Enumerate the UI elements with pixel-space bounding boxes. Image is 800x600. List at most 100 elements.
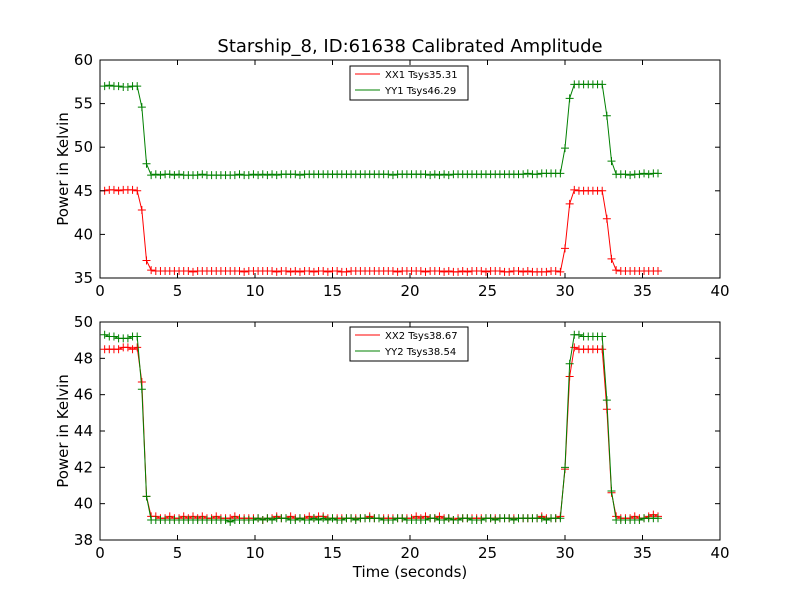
top-data-point-xx1 [305,267,314,276]
bottom-x-tick-label: 20 [400,544,419,562]
top-data-point-xx1 [235,267,244,276]
bottom-data-point-yy2 [268,516,277,525]
top-data-point-yy1 [426,171,435,180]
bottom-data-point-yy2 [477,516,486,525]
top-data-point-yy1 [272,171,281,180]
top-data-point-xx1 [189,267,197,276]
top-data-point-yy1 [291,170,300,179]
top-data-point-xx1 [505,267,514,276]
bottom-data-point-xx2 [133,343,142,352]
top-y-tick-label: 55 [74,95,93,113]
top-legend: XX1 Tsys35.31 YY1 Tsys46.29 [349,65,469,101]
bottom-data-point-yy2 [598,332,607,341]
top-plot-ticks: 0 5 10 15 20 25 30 35 40 35 40 45 50 55 60 [74,51,730,300]
bottom-data-point-yy2 [337,516,346,525]
bottom-data-point-yy2 [654,514,662,523]
bottom-data-point-yy2 [491,516,500,525]
top-data-point-yy1 [640,169,649,178]
top-data-point-xx1 [607,254,616,263]
top-x-tick-label: 25 [478,282,497,300]
top-data-point-xx1 [137,205,146,214]
bottom-data-point-yy2 [454,516,463,525]
top-data-point-xx1 [463,267,472,276]
bottom-y-tick-label: 38 [74,531,93,549]
bottom-data-point-xx2 [128,345,137,354]
bottom-data-point-yy2 [323,516,332,525]
top-data-point-yy1 [254,171,263,180]
top-data-point-xx1 [282,267,290,276]
top-x-tick-label: 35 [633,282,652,300]
bottom-data-point-yy2 [574,330,583,339]
top-data-point-yy1 [175,170,184,179]
bottom-data-point-yy2 [444,514,453,523]
bottom-data-point-yy2 [486,514,495,523]
bottom-data-point-yy2 [602,396,611,405]
bottom-x-tick-label: 10 [245,544,264,562]
top-x-tick-label: 10 [245,282,264,300]
top-data-point-yy1 [440,170,449,179]
top-data-point-yy1 [230,171,239,180]
top-data-point-xx1 [519,267,528,276]
top-data-point-yy1 [133,82,142,91]
bottom-y-tick-label: 48 [74,349,93,367]
top-data-point-xx1 [309,267,318,276]
top-data-point-xx1 [495,267,504,276]
bottom-data-point-yy2 [556,514,565,523]
top-data-point-yy1 [635,170,644,179]
top-data-point-xx1 [333,267,342,276]
top-data-point-xx1 [388,267,397,276]
top-data-point-xx1 [570,185,579,194]
top-data-point-yy1 [147,171,156,180]
top-data-point-yy1 [654,169,662,178]
bottom-y-tick-label: 46 [74,386,93,404]
top-x-tick-label: 15 [323,282,342,300]
bottom-x-tick-label: 40 [710,544,729,562]
bottom-plot-ticks: 0 5 10 15 20 25 30 35 40 38 40 42 44 46 48 50 [74,313,730,562]
bottom-data-point-xx2 [123,343,132,352]
bottom-legend: XX2 Tsys38.67 YY2 Tsys38.54 [349,326,469,362]
top-data-point-xx1 [444,267,453,276]
bottom-data-point-yy2 [291,516,300,525]
top-data-point-yy1 [598,80,607,89]
top-data-point-yy1 [263,171,272,180]
top-data-point-yy1 [235,170,244,179]
bottom-data-point-yy2 [398,514,407,523]
top-legend-label-xx1: XX1 Tsys35.31 [385,70,458,81]
top-data-point-yy1 [556,169,565,178]
top-data-point-yy1 [105,81,114,90]
bottom-y-tick-label: 50 [74,313,93,331]
top-data-point-yy1 [198,170,207,179]
bottom-legend-label-yy2: YY2 Tsys38.54 [384,347,456,358]
top-x-tick-label: 20 [400,282,419,300]
bottom-data-point-yy2 [347,514,356,523]
top-data-point-yy1 [444,171,453,180]
top-data-point-xx1 [561,244,569,253]
bottom-data-point-yy2 [635,516,644,525]
bottom-x-tick-label: 30 [555,544,574,562]
bottom-data-point-yy2 [305,516,314,525]
bottom-x-tick-label: 35 [633,544,652,562]
top-legend-label-yy1: YY1 Tsys46.29 [384,86,456,97]
bottom-legend-label-xx2: XX2 Tsys38.67 [385,331,458,342]
top-plot: 0 5 10 15 20 25 30 35 40 35 40 45 50 55 60 Power in Ke… [54,51,730,300]
top-data-point-yy1 [565,94,574,103]
top-data-point-xx1 [602,214,611,223]
top-plot-series [100,80,662,276]
x-axis-label: Time (seconds) [352,563,468,581]
top-data-point-xx1 [477,267,486,276]
top-data-point-yy1 [644,170,653,179]
top-data-point-yy1 [123,83,132,92]
top-data-point-xx1 [319,267,328,276]
top-data-point-xx1 [323,267,332,276]
bottom-data-point-yy2 [133,332,142,341]
top-data-point-xx1 [481,267,490,276]
top-data-point-yy1 [519,170,528,179]
top-legend-box [349,65,469,101]
bottom-x-tick-label: 25 [478,544,497,562]
bottom-data-point-yy2 [319,514,328,523]
top-data-point-xx1 [565,199,574,208]
bottom-data-point-yy2 [254,514,263,523]
bottom-data-point-yy2 [226,517,235,526]
top-y-tick-label: 60 [74,51,93,69]
